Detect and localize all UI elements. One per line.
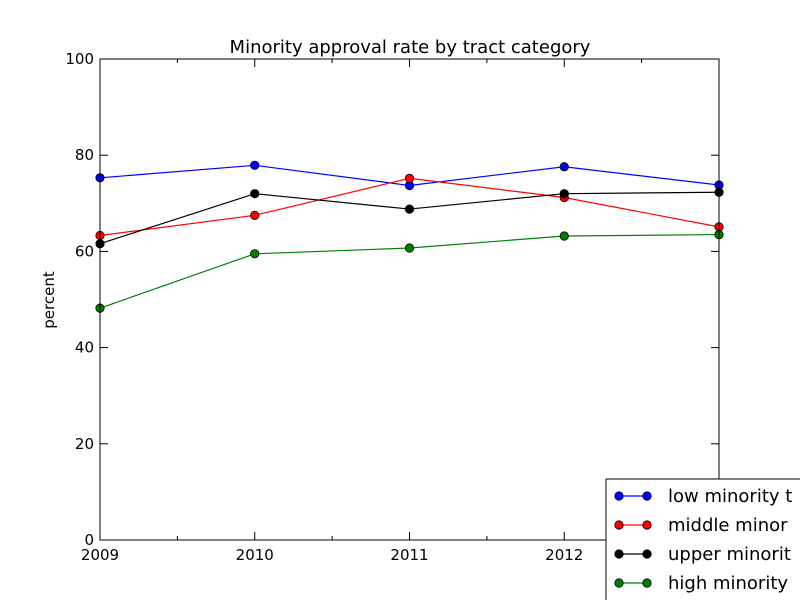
y-axis-label: percent	[40, 271, 58, 329]
legend-marker	[614, 549, 624, 559]
legend-marker	[642, 491, 652, 501]
y-tick-label: 40	[75, 339, 94, 357]
y-tick-label: 20	[75, 435, 94, 453]
legend-marker	[642, 520, 652, 530]
series-points	[95, 160, 724, 313]
data-point	[404, 204, 415, 214]
axis-ticks	[99, 58, 719, 541]
data-point	[404, 243, 415, 253]
legend-label: middle minor	[668, 515, 788, 536]
axis-tick-labels: 2009 2010 2011 2012 0 20 40 60 80 100	[65, 50, 583, 564]
legend-label: high minority	[668, 573, 788, 594]
legend-marker	[614, 578, 624, 588]
data-point	[250, 210, 260, 220]
legend-marker	[614, 520, 624, 530]
legend-marker	[642, 549, 652, 559]
data-point	[404, 173, 415, 183]
data-point	[559, 162, 569, 172]
x-tick-label: 2012	[545, 546, 583, 564]
data-point	[250, 160, 260, 170]
y-tick-label: 80	[75, 146, 94, 164]
data-point	[559, 231, 569, 241]
x-tick-label: 2009	[81, 546, 119, 564]
data-point	[250, 189, 260, 199]
data-point	[250, 249, 260, 259]
chart-title: Minority approval rate by tract category	[230, 37, 591, 58]
legend-label: upper minorit	[668, 544, 791, 565]
data-point	[559, 189, 569, 199]
y-tick-label: 100	[65, 50, 94, 68]
legend: low minority t middle minor upper minorit h…	[605, 478, 800, 600]
x-tick-label: 2010	[236, 546, 274, 564]
y-tick-label: 0	[84, 531, 94, 549]
legend-label: low minority t	[668, 486, 792, 507]
x-tick-label: 2011	[390, 546, 428, 564]
plot-frame	[99, 58, 720, 541]
legend-marker	[614, 491, 624, 501]
legend-frame	[605, 478, 800, 600]
y-tick-label: 60	[75, 242, 94, 260]
legend-marker	[642, 578, 652, 588]
